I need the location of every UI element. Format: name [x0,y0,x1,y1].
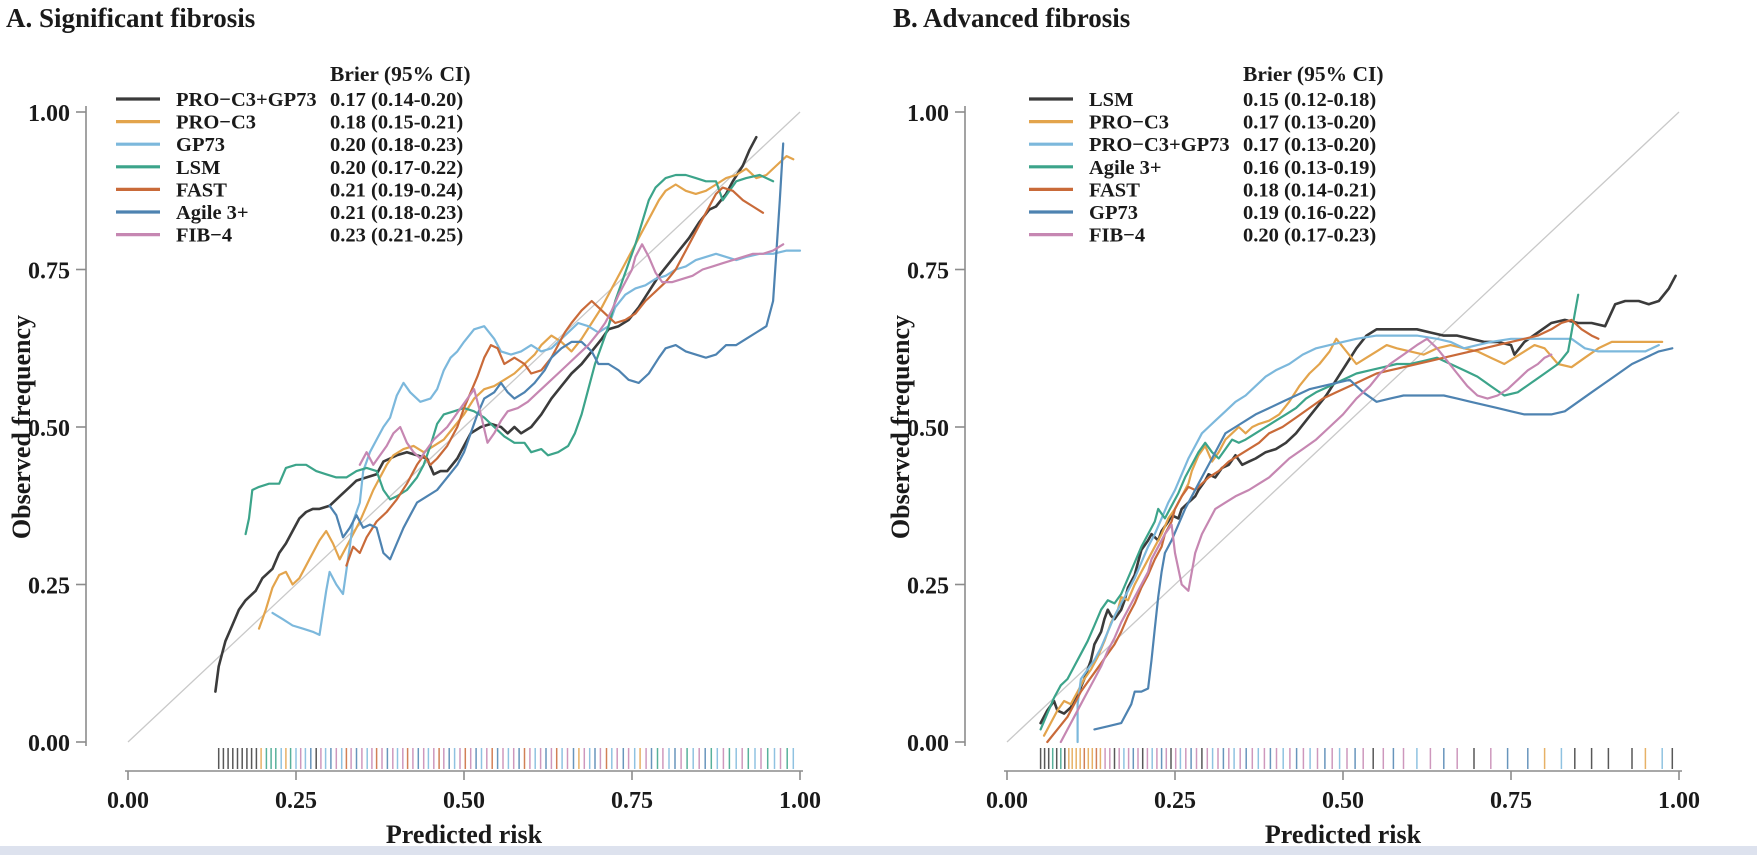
panel-a-chart: A. Significant fibrosis Brier (95% CI) P… [6,3,821,849]
x-axis-label: Predicted risk [386,820,543,846]
y-tick-label: 0.50 [907,416,949,442]
series-line-steel [1093,347,1674,731]
legend-label: FAST [1089,179,1140,201]
panel-title: B. Advanced fibrosis [893,3,1130,33]
legend-brier-value: 0.21 (0.18-0.23) [330,202,463,224]
series-line-black [1039,274,1677,725]
rug-plot [217,748,795,769]
legend-brier-value: 0.20 (0.18-0.23) [330,134,463,156]
reference-diagonal [127,111,801,743]
y-tick-label: 0.25 [907,574,949,600]
legend-label: FAST [176,179,227,201]
x-tick-label: 0.00 [107,788,149,814]
series-line-vermillion [345,186,765,567]
legend-label: Agile 3+ [176,202,249,224]
legend-label: PRO−C3 [176,112,256,134]
x-axis-label: Predicted risk [1265,820,1422,846]
footer-strip [0,846,1757,855]
x-tick-label: 0.75 [1490,788,1532,814]
series-line-plum [1059,337,1553,744]
legend-header: Brier (95% CI) [330,62,471,86]
y-tick-label: 0.00 [28,731,70,757]
y-axis-label: Observed frequency [7,315,36,539]
series-line-steel [328,142,785,561]
x-tick-label: 0.25 [1154,788,1196,814]
x-tick-label: 0.50 [443,788,485,814]
plot-area: 0.00 0.00 0.25 0.25 0.50 0.50 0.75 0.75 1.00 1.00… [907,89,1700,814]
series-line-sky [271,249,802,637]
x-tick-label: 0.50 [1322,788,1364,814]
legend-label: LSM [1089,89,1133,111]
y-tick-label: 0.50 [28,416,70,442]
series-line-plum [358,243,785,466]
y-tick-label: 0.25 [28,574,70,600]
legend-brier-value: 0.17 (0.13-0.20) [1243,134,1376,156]
x-tick-label: 1.00 [1658,788,1700,814]
legend-label: PRO−C3+GP73 [176,89,317,111]
legend-label: LSM [176,157,220,179]
series-line-orange [257,155,795,630]
legend-brier-value: 0.20 (0.17-0.22) [330,157,463,179]
series-line-teal [244,173,775,536]
y-axis-label: Observed frequency [886,315,915,539]
legend-brier-value: 0.19 (0.16-0.22) [1243,202,1376,224]
legend-brier-value: 0.21 (0.19-0.24) [330,179,463,201]
legend-brier-value: 0.18 (0.14-0.21) [1243,179,1376,201]
panel-b-chart: B. Advanced fibrosis Brier (95% CI) Pred… [886,3,1700,849]
panel-significant-fibrosis: A. Significant fibrosis Brier (95% CI) P… [0,0,878,849]
legend-brier-value: 0.23 (0.21-0.25) [330,225,463,247]
legend-brier-value: 0.18 (0.15-0.21) [330,112,463,134]
y-tick-label: 1.00 [907,101,949,127]
y-tick-label: 0.75 [28,259,70,285]
series-line-black [214,135,758,693]
series-line-teal [1039,293,1580,731]
y-tick-label: 0.75 [907,259,949,285]
x-tick-label: 0.75 [611,788,653,814]
legend-brier-value: 0.20 (0.17-0.23) [1243,225,1376,247]
y-tick-label: 1.00 [28,101,70,127]
legend-label: GP73 [176,134,225,156]
x-tick-label: 0.00 [986,788,1028,814]
legend-label: FIB−4 [1089,225,1145,247]
y-tick-label: 0.00 [907,731,949,757]
series-line-orange [1042,337,1664,737]
legend-brier-value: 0.17 (0.13-0.20) [1243,112,1376,134]
legend-label: PRO−C3+GP73 [1089,134,1230,156]
legend-brier-value: 0.17 (0.14-0.20) [330,89,463,111]
legend-brier-value: 0.15 (0.12-0.18) [1243,89,1376,111]
series-line-sky [1076,334,1660,744]
legend-header: Brier (95% CI) [1243,62,1384,86]
panel-advanced-fibrosis: B. Advanced fibrosis Brier (95% CI) Pred… [879,0,1757,849]
legend-label: Agile 3+ [1089,157,1162,179]
panel-title: A. Significant fibrosis [6,3,255,33]
series-line-vermillion [1046,318,1600,744]
x-tick-label: 0.25 [275,788,317,814]
legend-label: FIB−4 [176,225,232,247]
legend-brier-value: 0.16 (0.13-0.19) [1243,157,1376,179]
rug-plot [1039,748,1674,769]
legend-label: GP73 [1089,202,1138,224]
legend-label: PRO−C3 [1089,112,1169,134]
plot-area: 0.00 0.00 0.25 0.25 0.50 0.50 0.75 0.75 1.00 1.00… [28,89,821,814]
x-tick-label: 1.00 [779,788,821,814]
